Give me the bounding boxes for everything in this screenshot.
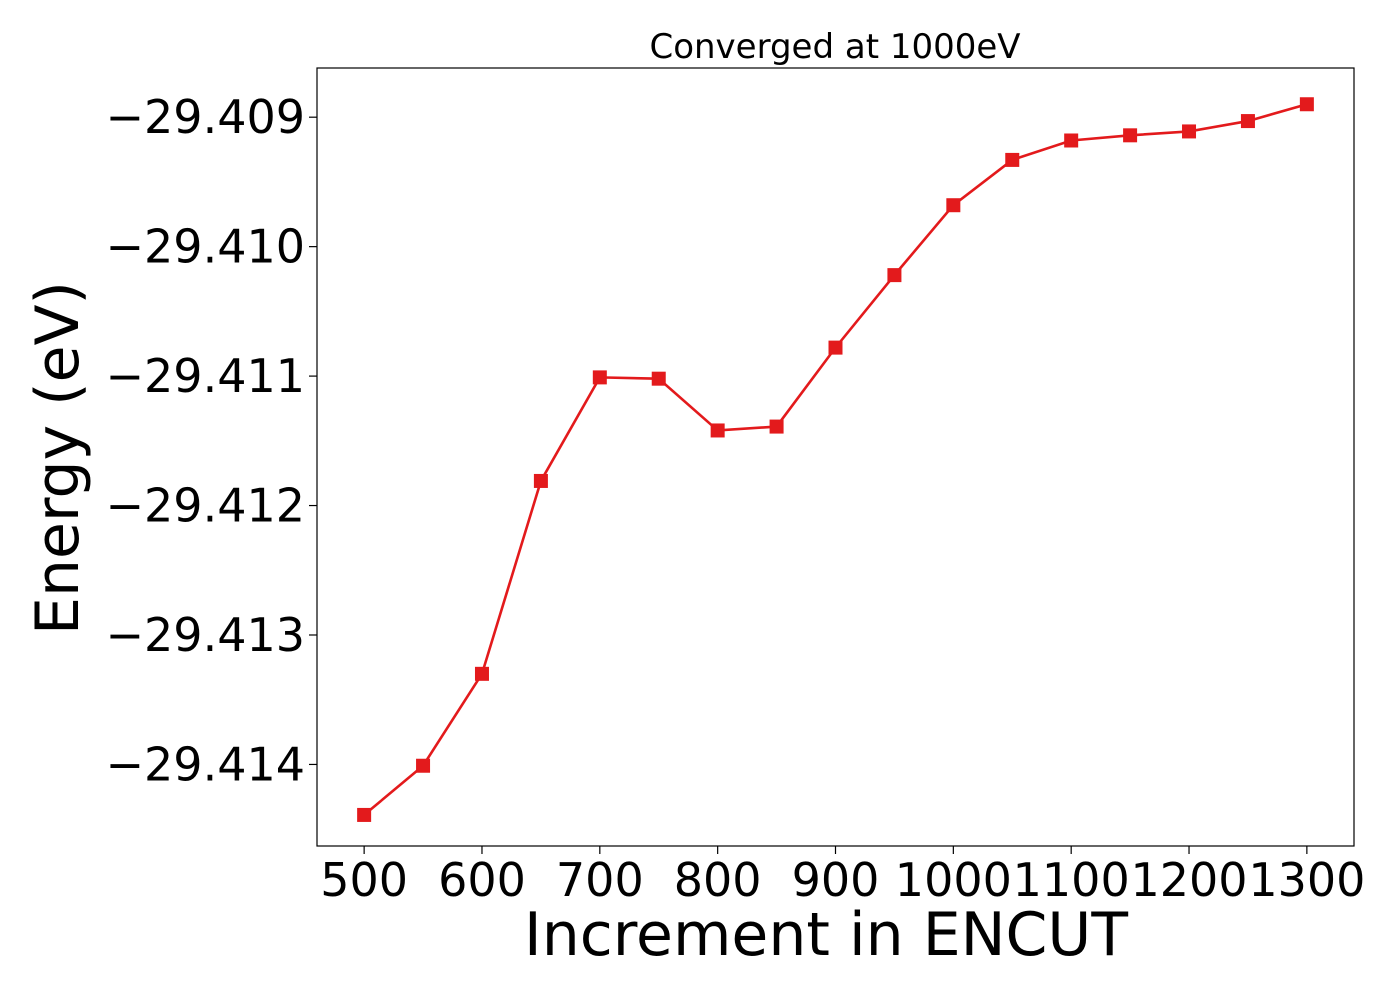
data-point-marker	[1123, 128, 1138, 143]
y-axis-ticks: −29.409 −29.410 −29.411 −29.412 −29.413 −29.4…	[106, 90, 317, 791]
x-tick-label: 1000	[895, 853, 1012, 907]
x-tick-label: 1300	[1248, 853, 1365, 907]
x-tick-label: 1200	[1130, 853, 1247, 907]
plot-area-frame	[316, 67, 1355, 847]
x-tick-label: 600	[438, 853, 526, 907]
data-point-marker	[474, 666, 489, 681]
data-point-marker	[416, 758, 431, 773]
data-point-marker	[592, 370, 607, 385]
y-tick-label: −29.413	[106, 608, 306, 662]
data-point-marker	[1182, 124, 1197, 139]
y-tick-label: −29.412	[106, 479, 306, 533]
data-point-marker	[710, 423, 725, 438]
series-line	[363, 102, 1308, 816]
x-axis-label: Increment in ENCUT	[524, 900, 1128, 970]
data-point-marker	[887, 268, 902, 283]
series-layer	[357, 97, 1314, 822]
chart-title: Converged at 1000eV	[649, 27, 1020, 67]
data-point-marker	[651, 371, 666, 386]
data-point-marker	[1240, 114, 1255, 129]
data-point-marker	[946, 198, 961, 213]
x-tick-label: 900	[792, 853, 880, 907]
data-point-marker	[1299, 97, 1314, 112]
y-tick-label: −29.414	[106, 737, 306, 791]
data-point-marker	[1005, 152, 1020, 167]
data-point-marker	[357, 807, 372, 822]
x-tick-label: 1100	[1013, 853, 1130, 907]
y-tick-label: −29.411	[106, 349, 306, 403]
y-axis-label: Energy (eV)	[23, 281, 93, 635]
data-point-marker	[1064, 133, 1079, 148]
y-tick-label: −29.409	[106, 90, 306, 144]
x-tick-label: 800	[674, 853, 762, 907]
x-axis-ticks: 500 600 700 800 900 1000 1100 1200 1300	[320, 846, 1365, 907]
data-point-marker	[769, 419, 784, 434]
data-point-marker	[533, 473, 548, 488]
x-tick-label: 500	[320, 853, 408, 907]
x-tick-label: 700	[556, 853, 644, 907]
y-tick-label: −29.410	[106, 220, 306, 274]
data-point-marker	[828, 340, 843, 355]
